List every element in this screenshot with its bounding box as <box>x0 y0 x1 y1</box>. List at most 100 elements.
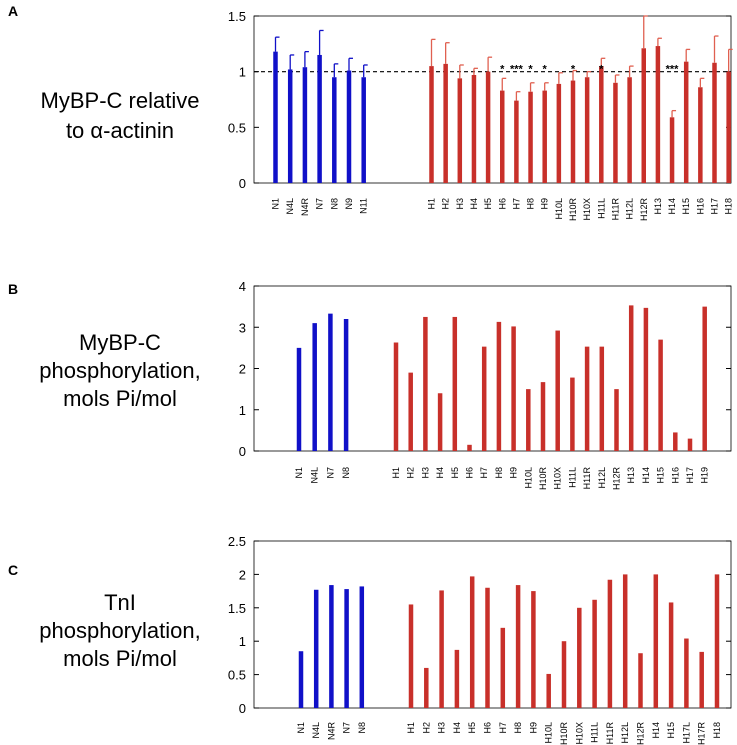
panel-b-bar-hcm <box>526 389 531 451</box>
panel-a-category-label: H4 <box>469 198 479 210</box>
panel-c-category-label: H11R <box>605 722 615 745</box>
panel-c-category-label: H14 <box>651 722 661 739</box>
panel-b-bar-hcm <box>570 377 575 451</box>
panel-b-category-label: H12R <box>612 467 622 491</box>
panel-c-category-label: N8 <box>357 722 367 734</box>
panel-a-category-label: H17 <box>710 198 720 215</box>
panel-a-category-label: N11 <box>359 198 369 214</box>
panel-b-bar-hcm <box>437 393 443 451</box>
panel-b-ytick-label: 0 <box>239 444 246 459</box>
panel-b-category-label: H3 <box>420 467 430 479</box>
panel-b-category-label: N8 <box>341 467 351 479</box>
panel-b-bar-normal <box>328 313 333 451</box>
panel-a-category-label: H11L <box>596 198 606 219</box>
panel-b-bar-hcm <box>599 346 605 451</box>
panel-b-bar-hcm <box>511 326 516 451</box>
panel-b-category-label: H17 <box>685 467 695 484</box>
panel-c-ytick-label: 0.5 <box>228 668 246 683</box>
panel-b-bar-hcm <box>408 372 413 451</box>
panel-b-bar-hcm <box>496 321 502 451</box>
panel-c-category-label: H10X <box>574 722 584 745</box>
panel-b-bar-hcm <box>555 330 560 451</box>
panel-c-axes-frame <box>253 540 732 709</box>
panel-b-category-label: H12L <box>597 467 607 489</box>
panel-b-bar-normal <box>312 323 317 451</box>
panel-c-category-label: H10R <box>559 722 569 745</box>
panel-a-category-label: H8 <box>526 198 536 210</box>
panel-b-category-label: H1 <box>391 467 401 479</box>
panel-a-title-line: to α-actinin <box>66 118 174 143</box>
panel-b-category-label: H6 <box>465 467 475 479</box>
panel-c-bar-hcm <box>439 590 444 708</box>
panel-a-title-line: MyBP-C relative <box>41 88 200 113</box>
panel-a-bar-hcm <box>471 75 477 183</box>
panel-c-bar-normal <box>329 585 334 708</box>
panel-c-category-label: H6 <box>483 722 493 734</box>
panel-c-bar-normal <box>298 651 304 708</box>
panel-b-bar-hcm <box>481 346 487 451</box>
panel-a-category-label: H2 <box>441 198 451 210</box>
panel-b-bar-normal <box>343 319 349 451</box>
panel-a-bar-hcm <box>457 78 463 183</box>
panel-a-bar-hcm <box>443 63 448 183</box>
panel-c-title-line: phosphorylation, <box>39 618 200 643</box>
panel-c-category-label: H18 <box>712 722 722 739</box>
panel-c-category-label: N7 <box>342 722 352 734</box>
panel-b-category-label: N7 <box>325 467 335 479</box>
panel-a-category-label: H3 <box>455 198 465 210</box>
panel-c-bar-normal <box>313 589 319 708</box>
panel-c-bar-hcm <box>531 591 536 708</box>
panel-a-axes-frame <box>253 15 732 184</box>
panel-b-category-label: H4 <box>435 467 445 479</box>
panel-b-category-label: H10L <box>523 467 533 489</box>
panel-a-category-label: N4R <box>300 198 310 217</box>
panel-a-bar-hcm <box>556 83 562 183</box>
panel-c-bar-hcm <box>638 653 643 708</box>
panel-b-category-label: H2 <box>406 467 416 479</box>
panel-a-bar-hcm <box>627 77 632 183</box>
panel-c-category-label: H11L <box>590 722 600 743</box>
panel-a-ytick-label: 1 <box>239 65 246 80</box>
panel-a-bar-hcm <box>542 90 547 183</box>
panel-c-bar-hcm <box>714 574 720 708</box>
panel-a-category-label: N8 <box>329 198 339 210</box>
panel-c-category-label: H3 <box>437 722 447 734</box>
panel-a-category-label: H1 <box>427 198 437 210</box>
panel-a-category-label: H6 <box>497 198 507 210</box>
panel-a-significance-marker: * <box>528 64 533 76</box>
panel-c-category-label: N1 <box>296 722 306 734</box>
panel-b-bar-hcm <box>467 444 472 451</box>
panel-c-bar-hcm <box>424 667 429 708</box>
panel-b-category-label: H16 <box>670 467 680 484</box>
panel-b-category-label: H14 <box>641 467 651 484</box>
panel-c-category-label: H10L <box>544 722 554 744</box>
panel-a-bar-hcm <box>584 77 590 183</box>
panel-c-bar-hcm <box>485 587 490 708</box>
panel-c-bar-hcm <box>561 641 567 708</box>
panel-a-bar-hcm <box>655 46 661 184</box>
panel-c-bar-hcm <box>684 638 689 708</box>
panel-c-ytick-label: 1.5 <box>228 601 246 616</box>
panel-b-bar-hcm <box>702 306 707 451</box>
panel-a-category-label: H13 <box>653 198 663 215</box>
panel-b-category-label: H11L <box>567 467 577 488</box>
panel-b-bar-hcm <box>628 305 634 451</box>
panel-c-category-label: H12R <box>636 722 646 745</box>
panel-a-ytick-label: 1.5 <box>228 9 246 24</box>
panel-a-category-label: H12R <box>639 198 649 222</box>
panel-a-bar-hcm <box>698 87 703 183</box>
panel-b-title-line: phosphorylation, <box>39 358 200 383</box>
panel-c-bar-normal <box>344 589 349 708</box>
panel-b-category-label: N4L <box>310 467 320 484</box>
panel-c-category-label: N4L <box>311 722 321 739</box>
panel-a-bar-hcm <box>528 91 533 183</box>
panel-c-bar-hcm <box>546 673 551 708</box>
panel-b-category-label: H10R <box>538 467 548 491</box>
panel-b-category-label: H5 <box>450 467 460 479</box>
panel-a-bar-hcm <box>726 71 731 183</box>
panel-c-ytick-label: 1 <box>239 634 246 649</box>
panel-a-significance-marker: * <box>599 64 604 76</box>
panel-b-letter: B <box>8 281 18 297</box>
panel-b-category-label: H7 <box>479 467 489 479</box>
panel-a-category-label: H10R <box>568 198 578 222</box>
